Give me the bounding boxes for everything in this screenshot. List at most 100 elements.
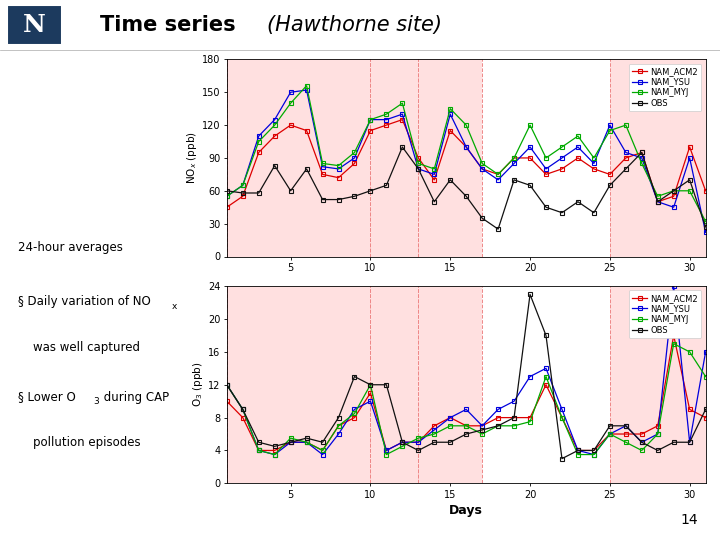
OBS	[430, 439, 438, 446]
NAM_YSU	[254, 133, 263, 139]
NAM_ACM2	[670, 193, 678, 199]
OBS	[446, 177, 454, 183]
NAM_MYJ	[222, 193, 231, 199]
OBS	[670, 187, 678, 194]
NAM_MYJ	[621, 439, 630, 446]
NAM_ACM2	[238, 414, 247, 421]
NAM_MYJ	[494, 423, 503, 429]
NAM_YSU	[318, 164, 327, 170]
NAM_YSU	[414, 166, 423, 172]
OBS	[606, 182, 614, 188]
NAM_YSU	[701, 229, 710, 235]
NAM_YSU	[446, 111, 454, 117]
OBS	[701, 406, 710, 413]
NAM_MYJ	[430, 431, 438, 437]
NAM_YSU	[685, 439, 694, 446]
NAM_MYJ	[685, 187, 694, 194]
NAM_MYJ	[271, 451, 279, 458]
NAM_ACM2	[685, 406, 694, 413]
NAM_ACM2	[637, 431, 646, 437]
NAM_MYJ	[590, 154, 598, 161]
Line: OBS: OBS	[225, 292, 708, 461]
NAM_YSU	[366, 117, 375, 123]
OBS	[606, 423, 614, 429]
NAM_YSU	[541, 365, 550, 372]
NAM_MYJ	[558, 414, 567, 421]
Text: was well captured: was well captured	[33, 341, 140, 354]
NAM_MYJ	[446, 423, 454, 429]
NAM_YSU	[238, 182, 247, 188]
NAM_YSU	[685, 154, 694, 161]
FancyBboxPatch shape	[6, 5, 62, 45]
NAM_YSU	[318, 451, 327, 458]
NAM_ACM2	[637, 149, 646, 156]
NAM_ACM2	[462, 423, 471, 429]
OBS	[574, 199, 582, 205]
NAM_MYJ	[366, 381, 375, 388]
NAM_YSU	[670, 204, 678, 211]
NAM_MYJ	[350, 149, 359, 156]
NAM_ACM2	[398, 439, 407, 446]
OBS	[238, 190, 247, 196]
NAM_ACM2	[366, 390, 375, 396]
NAM_MYJ	[350, 410, 359, 417]
NAM_YSU	[637, 154, 646, 161]
Text: 14: 14	[681, 512, 698, 526]
NAM_ACM2	[318, 171, 327, 178]
OBS	[526, 291, 534, 298]
NAM_MYJ	[462, 423, 471, 429]
NAM_ACM2	[302, 127, 311, 134]
Bar	[227, 59, 371, 256]
NAM_ACM2	[541, 171, 550, 178]
OBS	[222, 187, 231, 194]
OBS	[637, 439, 646, 446]
NAM_MYJ	[430, 166, 438, 172]
NAM_YSU	[541, 166, 550, 172]
NAM_MYJ	[574, 133, 582, 139]
NAM_YSU	[670, 283, 678, 289]
OBS	[414, 166, 423, 172]
NAM_ACM2	[590, 447, 598, 454]
Legend: NAM_ACM2, NAM_YSU, NAM_MYJ, OBS: NAM_ACM2, NAM_YSU, NAM_MYJ, OBS	[629, 291, 701, 338]
OBS	[222, 381, 231, 388]
OBS	[462, 193, 471, 199]
OBS	[494, 423, 503, 429]
OBS	[398, 439, 407, 446]
NAM_YSU	[526, 144, 534, 150]
NAM_YSU	[494, 406, 503, 413]
NAM_ACM2	[670, 332, 678, 339]
NAM_ACM2	[606, 431, 614, 437]
OBS	[574, 447, 582, 454]
Text: Time series: Time series	[100, 15, 235, 35]
OBS	[318, 197, 327, 203]
NAM_ACM2	[478, 166, 487, 172]
NAM_ACM2	[526, 414, 534, 421]
Text: N: N	[23, 14, 45, 37]
Line: NAM_ACM2: NAM_ACM2	[225, 117, 708, 210]
NAM_MYJ	[654, 431, 662, 437]
NAM_MYJ	[590, 451, 598, 458]
OBS	[510, 414, 518, 421]
NAM_YSU	[430, 427, 438, 433]
NAM_ACM2	[334, 174, 343, 181]
NAM_YSU	[287, 89, 295, 96]
Legend: NAM_ACM2, NAM_YSU, NAM_MYJ, OBS: NAM_ACM2, NAM_YSU, NAM_MYJ, OBS	[629, 64, 701, 111]
Text: x: x	[171, 302, 176, 311]
OBS	[271, 163, 279, 169]
NAM_YSU	[350, 406, 359, 413]
Line: OBS: OBS	[225, 145, 708, 232]
NAM_MYJ	[287, 100, 295, 106]
NAM_YSU	[637, 439, 646, 446]
NAM_ACM2	[446, 127, 454, 134]
NAM_YSU	[302, 87, 311, 93]
OBS	[654, 447, 662, 454]
NAM_YSU	[414, 439, 423, 446]
NAM_ACM2	[526, 154, 534, 161]
NAM_YSU	[478, 166, 487, 172]
Bar	[418, 286, 482, 483]
OBS	[382, 182, 391, 188]
NAM_MYJ	[287, 435, 295, 441]
OBS	[494, 226, 503, 232]
NAM_YSU	[271, 117, 279, 123]
NAM_MYJ	[414, 435, 423, 441]
